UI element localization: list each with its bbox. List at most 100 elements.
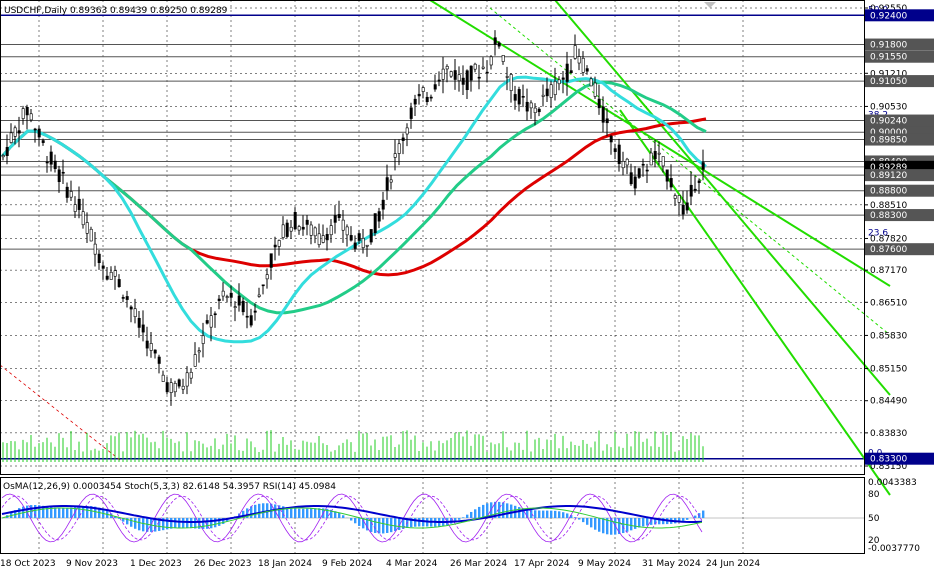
osma-histogram-bar (370, 518, 372, 532)
candle-body (486, 72, 488, 73)
candle-body (474, 64, 476, 69)
osma-histogram-bar (170, 518, 172, 529)
candle-body (534, 108, 536, 113)
osma-histogram-bar (306, 509, 308, 518)
date-axis-label: 17 Apr 2024 (514, 559, 570, 569)
osma-histogram-bar (254, 505, 256, 518)
price-axis-label: 0.85150 (870, 365, 907, 375)
candle-body (114, 271, 116, 277)
candle-body (498, 43, 500, 46)
osma-histogram-bar (542, 511, 544, 518)
osma-histogram-bar (686, 518, 688, 520)
candle-body (354, 243, 356, 249)
candle-body (50, 152, 52, 164)
osma-histogram-bar (422, 518, 424, 526)
price-level-tag-label: 0.89120 (870, 171, 907, 181)
osma-histogram-bar (294, 508, 296, 518)
osma-histogram-bar (538, 511, 540, 518)
osma-histogram-bar (142, 518, 144, 531)
candle-body (42, 141, 44, 143)
osma-histogram-bar (394, 518, 396, 531)
candle-body (134, 309, 136, 317)
osma-histogram-bar (470, 512, 472, 518)
price-level-tag-label: 0.87600 (870, 245, 907, 255)
candle-body (162, 375, 164, 381)
candle-body (598, 99, 600, 108)
osma-histogram-bar (534, 510, 536, 518)
osma-histogram-bar (478, 507, 480, 518)
candle-body (626, 159, 628, 165)
candle-body (578, 57, 580, 63)
candle-body (550, 85, 552, 98)
candle-body (422, 88, 424, 92)
candle-body (146, 341, 148, 348)
candle-body (230, 293, 232, 297)
candle-body (26, 107, 28, 115)
candle-body (90, 229, 92, 241)
osma-histogram-bar (458, 518, 460, 520)
price-level-tag-label: 0.91800 (870, 41, 907, 51)
price-level-tag-label: 0.89850 (870, 136, 907, 146)
candle-body (670, 178, 672, 187)
osma-histogram-bar (462, 517, 464, 518)
date-axis-label: 26 Mar 2024 (450, 559, 507, 569)
indicator-axis-label: 50 (868, 514, 880, 524)
candle-body (562, 78, 564, 80)
candle-body (198, 351, 200, 352)
price-level-tag-label: 0.88800 (870, 187, 907, 197)
osma-histogram-bar (558, 511, 560, 518)
candle-body (330, 226, 332, 235)
candle-body (506, 76, 508, 77)
candle-body (698, 181, 700, 183)
candle-body (658, 153, 660, 154)
candle-body (366, 245, 368, 246)
candle-body (450, 72, 452, 77)
candle-body (438, 80, 440, 81)
date-axis-label: 24 Jun 2024 (706, 559, 760, 569)
price-axis-label: 0.87170 (870, 266, 907, 276)
indicator-legend: OsMA(12,26,9) 0.0003454 Stoch(5,3,3) 82.… (3, 482, 336, 492)
candle-body (142, 325, 144, 332)
osma-histogram-bar (174, 518, 176, 528)
candle-body (278, 240, 280, 246)
candle-body (482, 67, 484, 68)
candle-body (234, 307, 236, 308)
candle-body (646, 170, 648, 171)
osma-histogram-bar (502, 502, 504, 518)
price-level-tag-label: 0.88300 (870, 211, 907, 221)
candle-body (458, 75, 460, 81)
candle-body (390, 180, 392, 182)
candle-body (702, 163, 704, 170)
osma-histogram-bar (78, 507, 80, 518)
candle-body (566, 64, 568, 82)
candle-body (122, 297, 124, 298)
candle-body (270, 254, 272, 268)
candle-body (314, 228, 316, 236)
osma-histogram-bar (62, 508, 64, 518)
candle-body (686, 203, 688, 210)
osma-histogram-bar (338, 513, 340, 518)
osma-histogram-bar (298, 509, 300, 518)
candle-body (174, 383, 176, 391)
candle-body (190, 372, 192, 378)
osma-histogram-bar (466, 515, 468, 518)
candle-body (386, 178, 388, 191)
candle-body (326, 234, 328, 240)
candle-body (430, 97, 432, 98)
candle-body (202, 336, 204, 344)
osma-histogram-bar (586, 518, 588, 525)
candle-body (522, 96, 524, 97)
candle-body (678, 195, 680, 202)
candle-body (414, 99, 416, 104)
candle-body (254, 311, 256, 312)
candle-body (494, 38, 496, 45)
candle-body (530, 103, 532, 108)
candle-body (130, 307, 132, 309)
osma-histogram-bar (66, 508, 68, 518)
candle-body (302, 227, 304, 229)
candle-body (226, 297, 228, 298)
candle-body (618, 145, 620, 164)
osma-histogram-bar (378, 518, 380, 533)
